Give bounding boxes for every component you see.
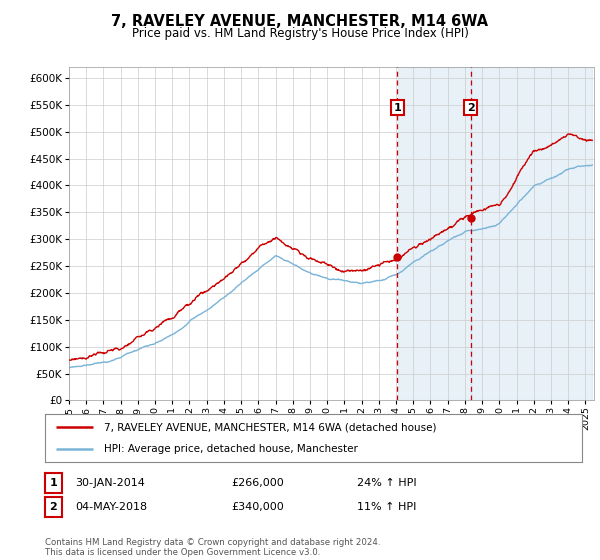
Text: 2: 2 bbox=[467, 102, 475, 113]
Text: £340,000: £340,000 bbox=[231, 502, 284, 512]
Text: Price paid vs. HM Land Registry's House Price Index (HPI): Price paid vs. HM Land Registry's House … bbox=[131, 27, 469, 40]
Text: HPI: Average price, detached house, Manchester: HPI: Average price, detached house, Manc… bbox=[104, 444, 358, 454]
Text: 11% ↑ HPI: 11% ↑ HPI bbox=[357, 502, 416, 512]
Text: 24% ↑ HPI: 24% ↑ HPI bbox=[357, 478, 416, 488]
Text: Contains HM Land Registry data © Crown copyright and database right 2024.
This d: Contains HM Land Registry data © Crown c… bbox=[45, 538, 380, 557]
Text: 7, RAVELEY AVENUE, MANCHESTER, M14 6WA: 7, RAVELEY AVENUE, MANCHESTER, M14 6WA bbox=[112, 14, 488, 29]
Text: £266,000: £266,000 bbox=[231, 478, 284, 488]
Text: 1: 1 bbox=[50, 478, 57, 488]
Text: 30-JAN-2014: 30-JAN-2014 bbox=[75, 478, 145, 488]
Text: 04-MAY-2018: 04-MAY-2018 bbox=[75, 502, 147, 512]
Text: 1: 1 bbox=[394, 102, 401, 113]
Text: 7, RAVELEY AVENUE, MANCHESTER, M14 6WA (detached house): 7, RAVELEY AVENUE, MANCHESTER, M14 6WA (… bbox=[104, 422, 437, 432]
Text: 2: 2 bbox=[50, 502, 57, 512]
